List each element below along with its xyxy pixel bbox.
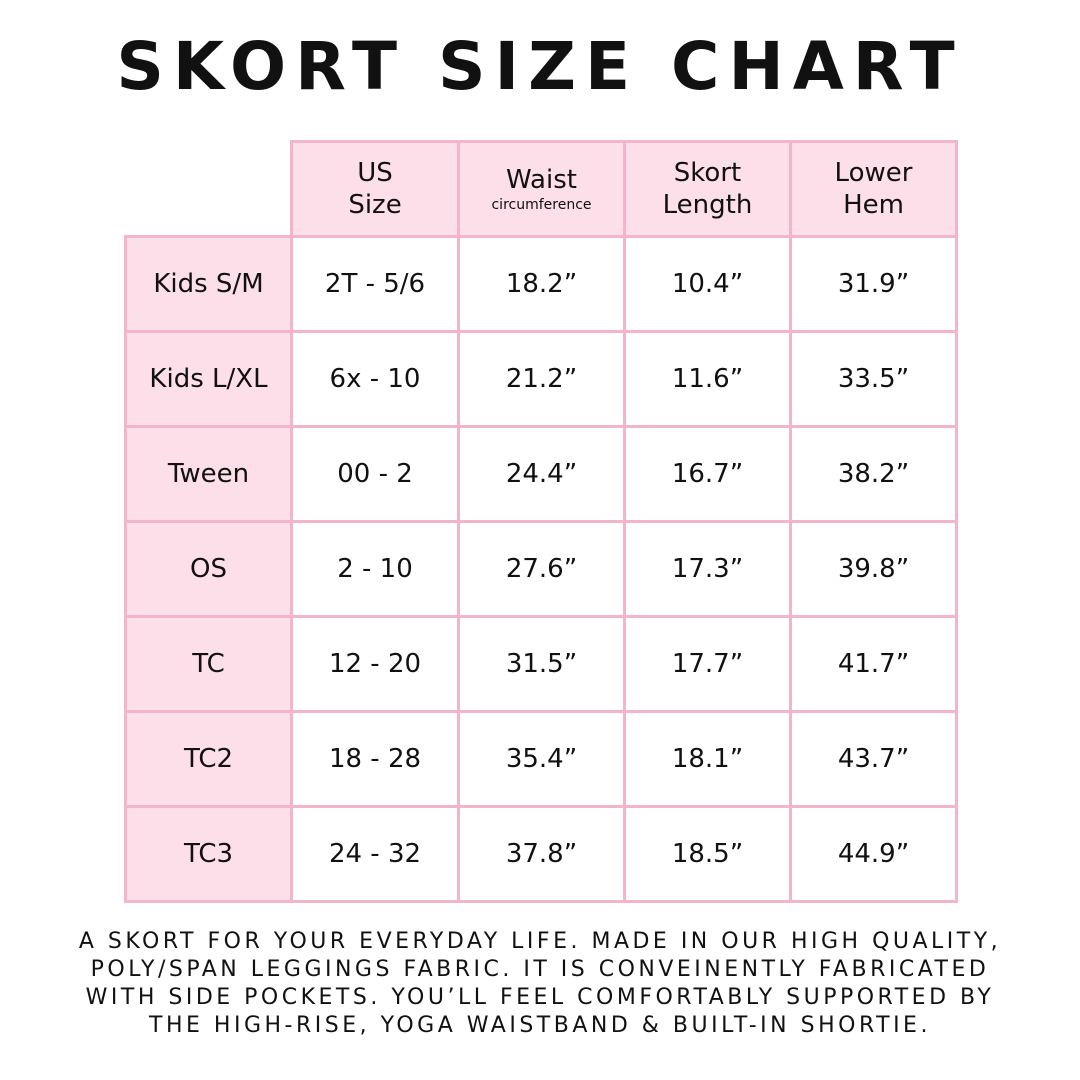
table-cell: 18.1” [623,710,792,808]
table-cell: 6x - 10 [290,330,460,428]
row-label: TC3 [124,805,293,903]
header-text: Waist [506,165,577,195]
header-text: US [357,157,393,188]
header-subtitle: circumference [491,196,592,213]
table-cell: 27.6” [457,520,626,618]
table-cell: 24.4” [457,425,626,523]
table-cell: 24 - 32 [290,805,460,903]
row-label: Kids L/XL [124,330,293,428]
table-cell: 18.2” [457,235,626,333]
header-text: Length [662,190,753,220]
table-cell: 18 - 28 [290,710,460,808]
table-cell: 10.4” [623,235,792,333]
table-cell: 17.7” [623,615,792,713]
description: A SKORT FOR YOUR EVERYDAY LIFE. MADE IN … [0,928,1080,1040]
row-label: TC2 [124,710,293,808]
row-label: TC [124,615,293,713]
table-cell: 00 - 2 [290,425,460,523]
header-text: Lower [834,157,913,188]
table-cell: 38.2” [789,425,958,523]
table-cell: 33.5” [789,330,958,428]
table-cell: 31.9” [789,235,958,333]
table-cell: 2T - 5/6 [290,235,460,333]
table-cell: 35.4” [457,710,626,808]
table-cell: 37.8” [457,805,626,903]
table-cell: 12 - 20 [290,615,460,713]
description-line: THE HIGH-RISE, YOGA WAISTBAND & BUILT-IN… [149,1013,931,1038]
row-label: Kids S/M [124,235,293,333]
table-cell: 43.7” [789,710,958,808]
table-cell: 41.7” [789,615,958,713]
header-cell: Waist circumference [457,140,626,238]
title: SKORT SIZE CHART [116,28,964,105]
header-cell: US Size [290,140,460,238]
header-text: Hem [843,190,904,220]
table-cell: 2 - 10 [290,520,460,618]
row-label: Tween [124,425,293,523]
table-cell: 17.3” [623,520,792,618]
header-cell: Lower Hem [789,140,958,238]
table-cell: 31.5” [457,615,626,713]
table-cell: 39.8” [789,520,958,618]
table-cell: 16.7” [623,425,792,523]
row-label: OS [124,520,293,618]
table-cell: 21.2” [457,330,626,428]
header-cell: Skort Length [623,140,792,238]
header-text: Skort [673,157,742,188]
table-cell: 18.5” [623,805,792,903]
table-cell: 44.9” [789,805,958,903]
header-text: Size [348,190,402,220]
description-line: WITH SIDE POCKETS. YOU’LL FEEL COMFORTAB… [85,985,995,1010]
table-cell: 11.6” [623,330,792,428]
description-line: POLY/SPAN LEGGINGS FABRIC. IT IS CONVEIN… [90,957,990,982]
description-line: A SKORT FOR YOUR EVERYDAY LIFE. MADE IN … [78,929,1002,954]
